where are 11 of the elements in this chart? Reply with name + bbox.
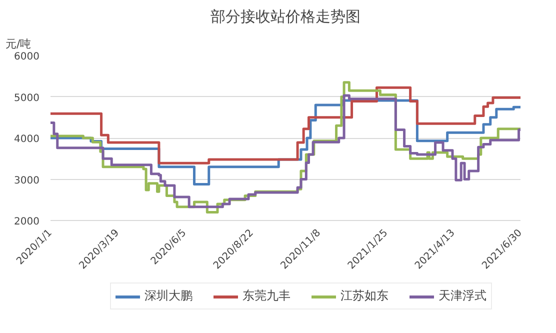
y-tick-label: 4000	[14, 134, 40, 145]
y-tick-label: 2000	[14, 216, 40, 228]
y-tick-label: 3000	[14, 175, 40, 186]
legend-label: 江苏如东	[340, 288, 388, 304]
legend-label: 东莞九丰	[242, 288, 290, 304]
y-tick-label: 6000	[14, 52, 40, 62]
chart-title: 部分接收站价格走势图	[210, 8, 360, 26]
y-tick-label: 5000	[14, 92, 40, 104]
y-axis-title: 元/吨	[6, 38, 32, 50]
legend-label: 深圳大鹏	[144, 288, 192, 304]
legend-label: 天津浮式	[438, 288, 486, 304]
